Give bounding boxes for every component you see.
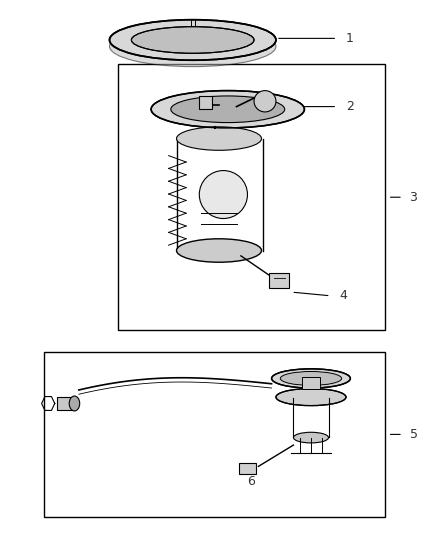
Text: 1: 1 [346,32,354,45]
Ellipse shape [280,372,342,385]
Ellipse shape [69,396,80,411]
Ellipse shape [110,26,276,67]
Ellipse shape [272,369,350,388]
Text: 5: 5 [410,428,417,441]
Text: 2: 2 [346,100,354,113]
Ellipse shape [177,239,261,262]
Ellipse shape [254,91,276,112]
Text: 3: 3 [410,191,417,204]
Bar [57,397,74,410]
Text: 4: 4 [339,289,347,302]
Ellipse shape [151,91,304,128]
Bar [199,96,212,109]
Text: 6: 6 [247,475,255,488]
Bar [302,377,320,389]
Bar [239,463,256,474]
Ellipse shape [177,127,261,150]
Ellipse shape [276,389,346,406]
Ellipse shape [293,432,328,443]
Ellipse shape [171,96,285,123]
FancyBboxPatch shape [118,64,385,330]
Bar [269,273,289,288]
Ellipse shape [131,27,254,53]
Ellipse shape [199,171,247,219]
FancyBboxPatch shape [44,352,385,517]
Ellipse shape [110,20,276,60]
